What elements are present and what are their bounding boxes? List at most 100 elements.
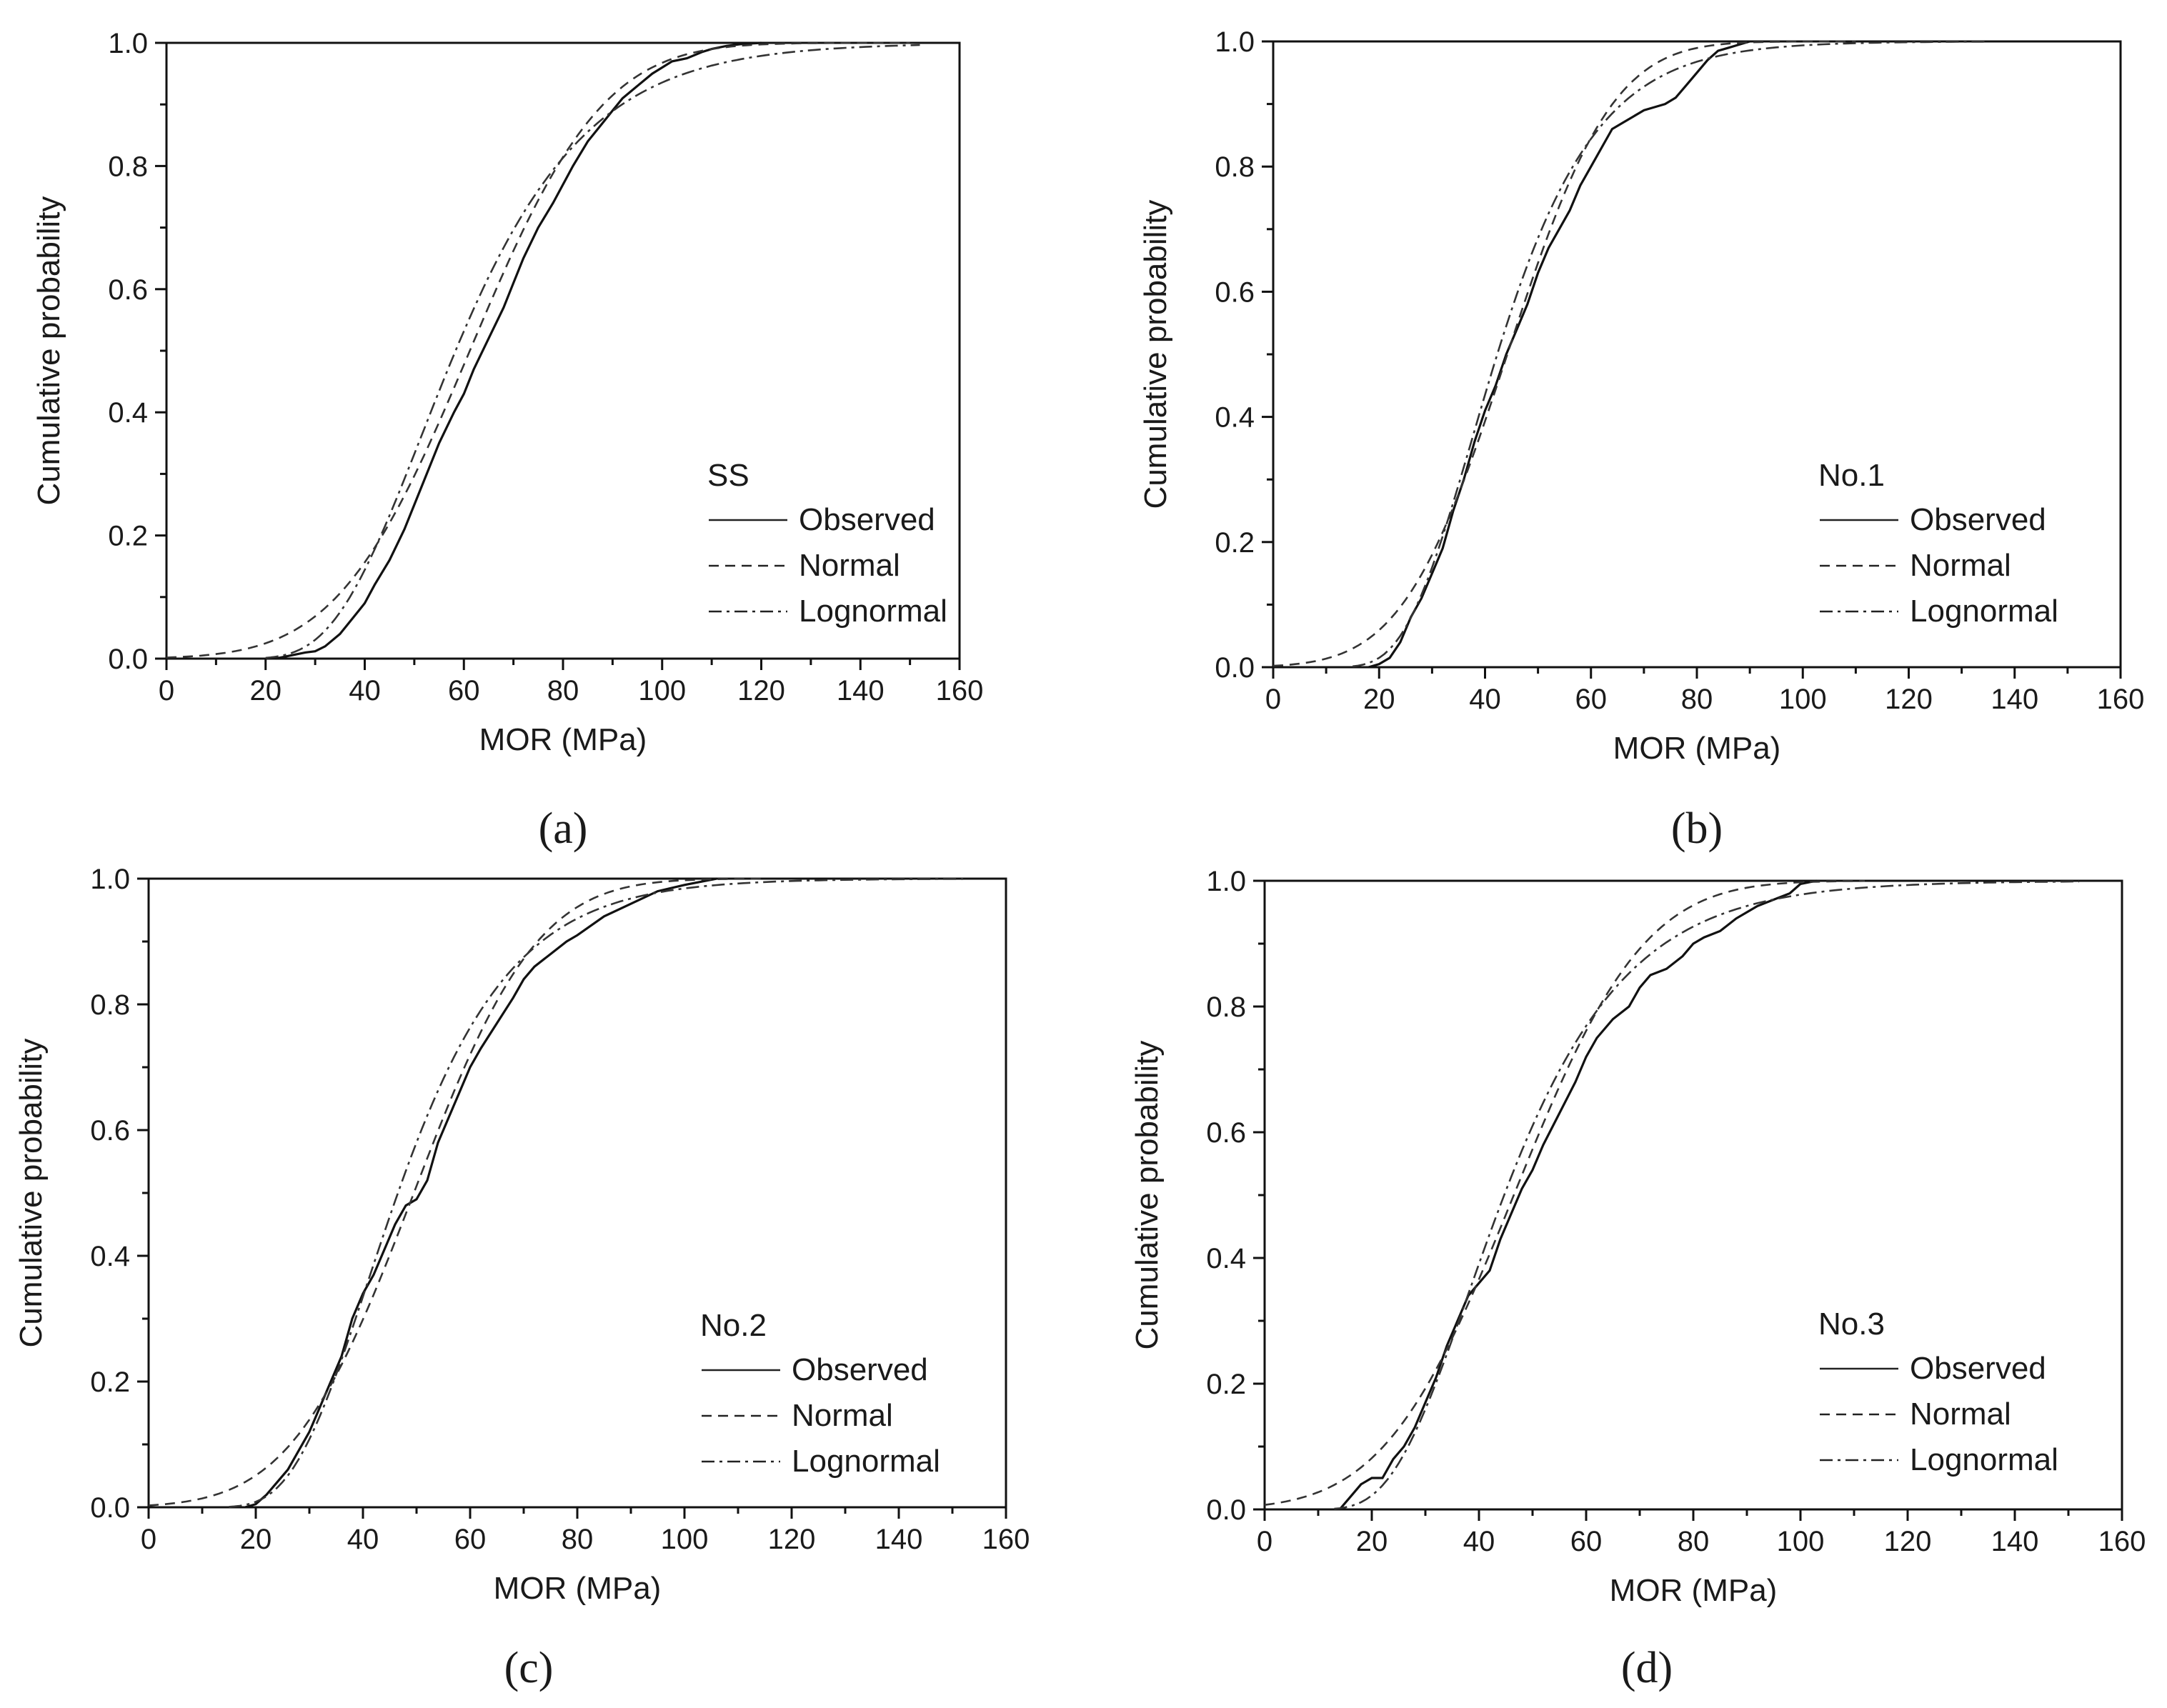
plot-area: 0 20 40 60 80 100 120 140 160 0.0 0.2 0.4 0.6 0.8 1.0 M… [14,864,1030,1606]
x-tick-label: 60 [448,675,480,706]
y-axis-title: Cumulative probability [31,196,66,506]
y-tick-label: 0.8 [108,151,148,182]
series-lognormal [1352,41,1988,668]
x-tick-label: 140 [1991,684,2038,715]
legend-title: SS [707,458,749,493]
series-normal [1273,40,1856,667]
x-tick-label: 160 [2097,684,2145,715]
y-tick-label: 0.2 [1215,527,1255,559]
y-tick-label: 0.2 [1206,1369,1246,1400]
panel-label-c: (c) [504,1644,554,1692]
x-tick-label: 100 [638,675,686,706]
legend-title: No.3 [1818,1307,1885,1342]
y-tick-label: 0.4 [90,1241,130,1272]
legend-label-normal: Normal [799,548,900,583]
y-axis-title: Cumulative probability [1130,1041,1165,1350]
y-tick-label: 0.0 [1206,1494,1246,1526]
series-normal [1265,879,1865,1506]
x-tick-label: 140 [875,1524,923,1555]
x-tick-label: 160 [982,1524,1030,1555]
y-tick-label: 0.4 [108,397,148,429]
series-observed [1338,879,1817,1511]
series-observed [275,41,762,660]
x-tick-label: 40 [1463,1526,1495,1557]
series-lognormal [229,878,963,1508]
legend-label-lognormal: Lognormal [792,1444,940,1479]
panel-b: 0 20 40 60 80 100 120 140 160 0.0 0.2 0.4 0.6 0.8 1.0 M… [1138,26,2144,853]
legend-label-lognormal: Lognormal [1910,594,2058,629]
y-tick-label: 0.6 [90,1115,130,1147]
x-tick-label: 0 [1257,1526,1272,1557]
x-tick-label: 160 [2098,1526,2146,1557]
plot-area: 0 20 40 60 80 100 120 140 160 0.0 0.2 0.4 0.6 0.8 1.0 M… [31,28,983,757]
x-tick-label: 20 [250,675,282,706]
legend-label-normal: Normal [792,1398,893,1433]
panel-label-b: (b) [1671,804,1723,853]
x-tick-label: 160 [936,675,984,706]
x-tick-label: 0 [1265,684,1281,715]
x-tick-label: 20 [1356,1526,1388,1557]
x-tick-label: 100 [1777,1526,1825,1557]
x-tick-label: 120 [768,1524,816,1555]
legend-label-lognormal: Lognormal [1910,1442,2058,1477]
legend-label-observed: Observed [799,502,935,537]
x-tick-label: 80 [547,675,579,706]
x-tick-label: 80 [562,1524,594,1555]
x-tick-label: 20 [1363,684,1395,715]
y-axis-title: Cumulative probability [1138,200,1173,509]
x-tick-label: 80 [1681,684,1713,715]
panel-d: 0 20 40 60 80 100 120 140 160 0.0 0.2 0.4 0.6 0.8 1.0 M… [1130,866,2146,1692]
x-axis-title: MOR (MPa) [1613,731,1781,766]
y-tick-label: 0.6 [1215,276,1255,308]
y-tick-label: 0.2 [108,521,148,552]
series-observed [244,877,717,1509]
y-tick-label: 1.0 [1215,26,1255,58]
x-tick-label: 100 [661,1524,709,1555]
y-tick-label: 1.0 [90,864,130,895]
x-tick-label: 40 [349,675,381,706]
legend-label-observed: Observed [1910,1351,2046,1386]
x-axis-title: MOR (MPa) [494,1571,662,1606]
y-tick-label: 0.2 [90,1367,130,1398]
panel-c: 0 20 40 60 80 100 120 140 160 0.0 0.2 0.4 0.6 0.8 1.0 M… [14,864,1030,1692]
x-tick-label: 140 [1991,1526,2039,1557]
legend-label-observed: Observed [1910,502,2046,537]
y-tick-label: 0.4 [1215,402,1255,434]
x-tick-label: 120 [737,675,785,706]
x-tick-label: 40 [347,1524,379,1555]
y-tick-label: 0.8 [1206,992,1246,1023]
y-tick-label: 1.0 [1206,866,1246,897]
y-tick-label: 0.8 [90,989,130,1021]
plot-area: 0 20 40 60 80 100 120 140 160 0.0 0.2 0.4 0.6 0.8 1.0 M… [1130,866,2146,1608]
series-normal [149,877,765,1507]
y-tick-label: 0.8 [1215,151,1255,183]
x-axis-title: MOR (MPa) [479,722,647,757]
x-tick-label: 140 [837,675,885,706]
x-tick-label: 0 [159,675,174,706]
series-lognormal [1334,880,2079,1510]
x-axis-title: MOR (MPa) [1610,1573,1778,1608]
y-tick-label: 0.4 [1206,1243,1246,1274]
x-tick-label: 40 [1469,684,1501,715]
legend-title: No.2 [700,1308,767,1343]
x-tick-label: 60 [1570,1526,1603,1557]
y-tick-label: 0.0 [90,1492,130,1524]
x-tick-label: 120 [1885,684,1933,715]
series-observed [1368,40,1750,669]
panel-label-d: (d) [1621,1644,1673,1692]
legend-label-lognormal: Lognormal [799,594,947,629]
x-tick-label: 80 [1678,1526,1710,1557]
x-tick-label: 60 [454,1524,487,1555]
series-lognormal [265,44,920,659]
y-tick-label: 0.0 [1215,652,1255,684]
x-tick-label: 120 [1884,1526,1932,1557]
x-tick-label: 0 [141,1524,156,1555]
y-tick-label: 0.6 [108,274,148,306]
legend-label-normal: Normal [1910,548,2011,583]
series-normal [166,41,910,659]
x-tick-label: 100 [1779,684,1827,715]
legend-title: No.1 [1818,458,1885,493]
y-tick-label: 1.0 [108,28,148,59]
panel-label-a: (a) [539,804,588,853]
